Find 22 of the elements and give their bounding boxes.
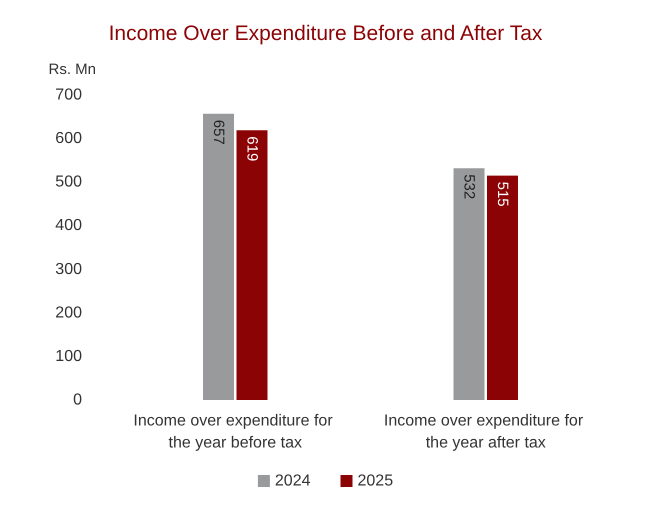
bar (454, 168, 485, 400)
y-tick-label: 500 (55, 174, 82, 191)
bar (486, 176, 518, 400)
y-tick-label: 100 (55, 348, 82, 365)
data-label: 619 (243, 136, 260, 162)
x-tick-label: Income over expenditure for the year after tax (384, 412, 588, 452)
legend-label: 2025 (358, 472, 394, 490)
legend-label: 2024 (274, 472, 311, 490)
data-label: 657 (210, 120, 228, 145)
bar (236, 130, 268, 400)
bar (203, 114, 234, 400)
y-tick-label: 200 (55, 304, 82, 322)
x-tick-label: Income over expenditure for the year before tax (133, 412, 338, 452)
y-tick-label: 300 (55, 260, 82, 278)
y-tick-label: 400 (55, 217, 82, 234)
y-tick-label: 600 (55, 130, 82, 148)
y-tick-label: 0 (73, 392, 82, 408)
chart-title: Income Over Expenditure Before and After Tax (108, 22, 543, 45)
y-axis-title: Rs. Mn (48, 61, 96, 78)
data-label: 532 (460, 174, 478, 200)
data-label: 515 (494, 182, 511, 207)
y-tick-label: 700 (55, 86, 82, 104)
